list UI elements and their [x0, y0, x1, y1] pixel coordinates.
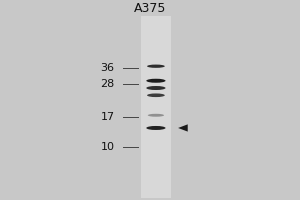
Ellipse shape [146, 126, 166, 130]
Ellipse shape [146, 79, 166, 83]
Text: 17: 17 [100, 112, 115, 122]
Ellipse shape [147, 93, 165, 97]
Polygon shape [178, 124, 188, 132]
Ellipse shape [147, 65, 165, 68]
Text: 36: 36 [100, 63, 115, 73]
Title: A375: A375 [134, 2, 166, 15]
Ellipse shape [148, 114, 164, 117]
Ellipse shape [146, 86, 166, 90]
Text: 28: 28 [100, 79, 115, 89]
Text: 10: 10 [100, 142, 115, 152]
Bar [141, 16, 171, 198]
